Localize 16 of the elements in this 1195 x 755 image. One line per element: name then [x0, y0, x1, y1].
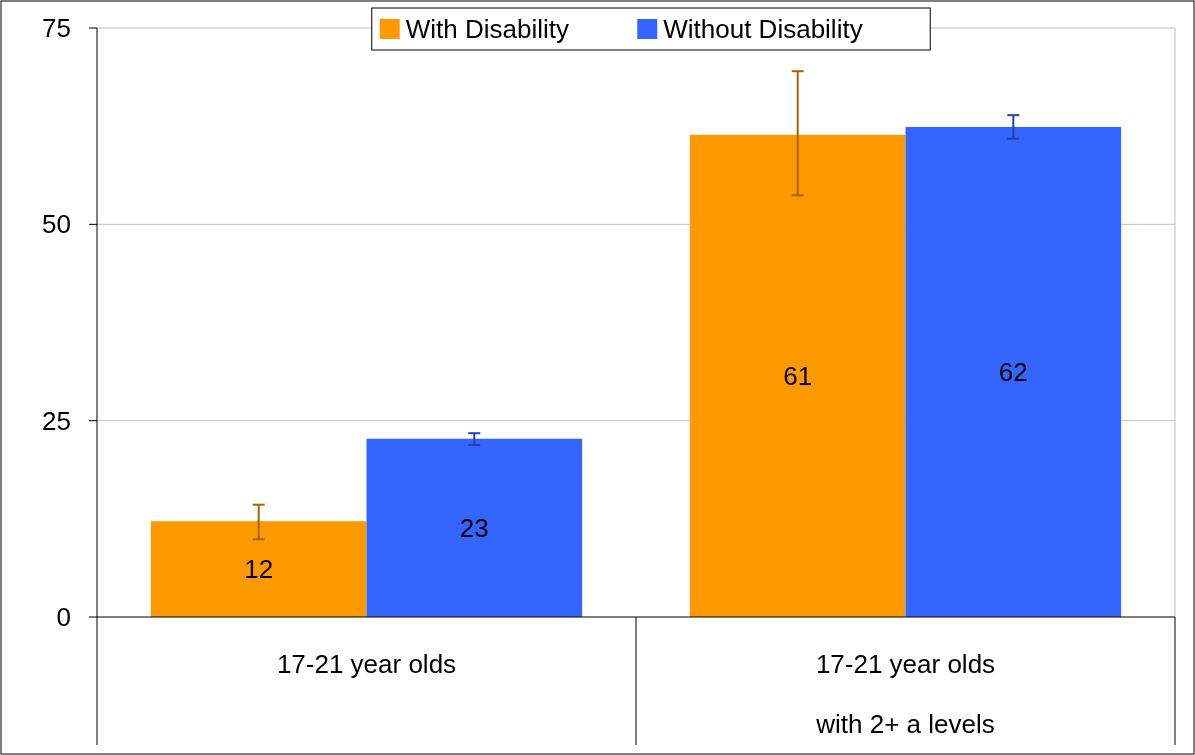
y-tick-label: 75 — [42, 13, 71, 43]
data-label: 23 — [459, 512, 489, 543]
y-tick-label: 0 — [56, 602, 71, 632]
data-label: 12 — [244, 554, 274, 585]
bar — [905, 126, 1122, 617]
y-tick-label: 25 — [42, 405, 71, 436]
y-tick-label: 50 — [42, 209, 71, 240]
bar — [689, 134, 906, 617]
bar — [366, 438, 583, 617]
bar — [150, 521, 367, 617]
x-tick-label: 17-21 year olds — [276, 649, 457, 679]
data-label: 61 — [783, 360, 813, 391]
data-label: 62 — [998, 356, 1028, 387]
legend-label: Without Disability — [663, 14, 863, 44]
x-tick-label: 17-21 year olds with 2+ a levels — [815, 649, 996, 739]
legend-label: With Disability — [405, 14, 569, 44]
